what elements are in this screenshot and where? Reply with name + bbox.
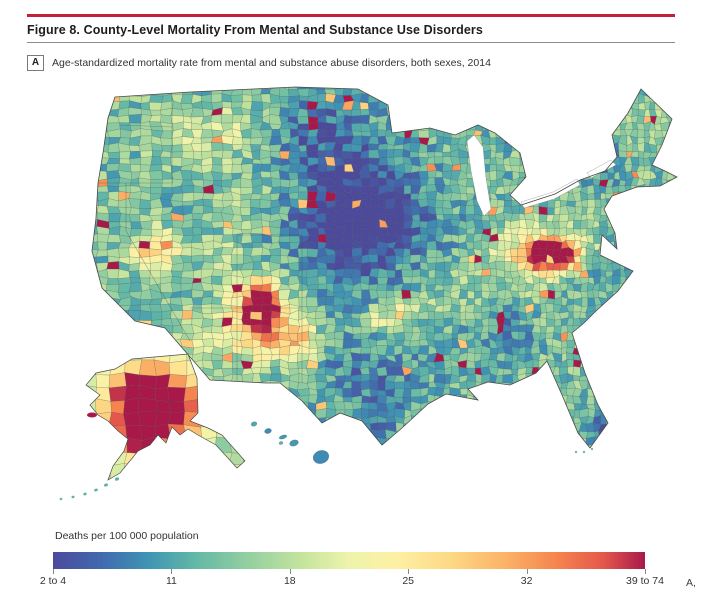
legend-tick-label: 25 [402, 575, 415, 587]
panel-label-box: A [27, 55, 44, 71]
legend-tick [526, 569, 528, 574]
title-divider [27, 42, 675, 43]
legend-tick [171, 569, 173, 574]
legend-tick [289, 569, 291, 574]
figure-title: Figure 8. County-Level Mortality From Me… [27, 23, 483, 37]
panel-caption: Age-standardized mortality rate from men… [52, 57, 491, 69]
legend-tick [53, 569, 54, 574]
legend-tick-label: 32 [520, 575, 533, 587]
legend-tick [645, 569, 646, 574]
legend-gradient-bar [53, 552, 645, 569]
panel-caption-row: A Age-standardized mortality rate from m… [27, 55, 675, 71]
top-accent-rule [27, 14, 675, 17]
legend-title: Deaths per 100 000 population [55, 530, 199, 542]
legend-tick-label: 11 [165, 575, 177, 587]
legend-tick-label: 2 to 4 [39, 575, 67, 587]
legend-tick [408, 569, 410, 574]
page-corner-note: A, [686, 577, 696, 589]
legend-tick-label: 18 [283, 575, 296, 587]
us-county-choropleth-map [40, 83, 700, 518]
legend-tick-label: 39 to 74 [626, 575, 664, 587]
